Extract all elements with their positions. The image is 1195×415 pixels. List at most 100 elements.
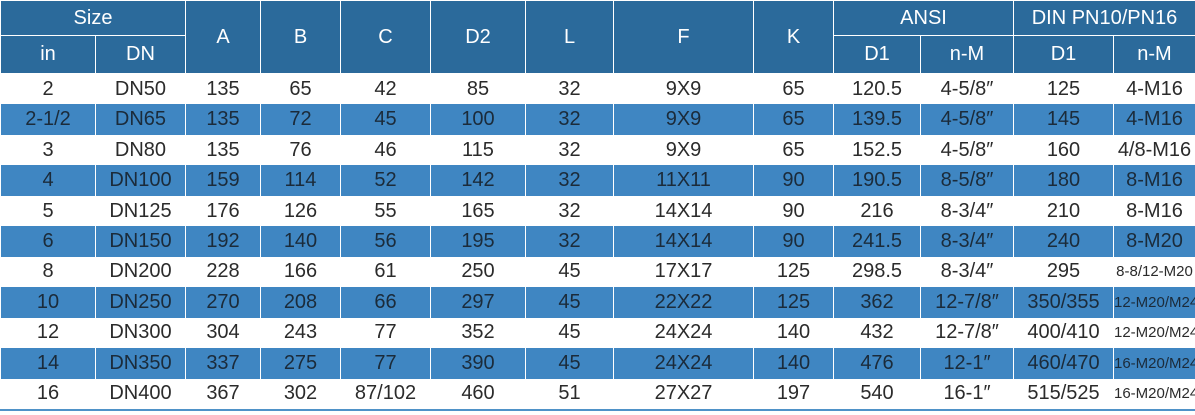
cell-ansi-d1: 190.5 xyxy=(833,165,921,196)
cell-ansi-nm: 8-3/4″ xyxy=(920,195,1014,227)
cell-din-nm: 8-M16 xyxy=(1113,195,1195,227)
header-ansi-nm: n-M xyxy=(920,35,1014,74)
cell-dn: DN65 xyxy=(95,104,186,135)
cell-ansi-d1: 362 xyxy=(833,287,921,318)
cell-a: 135 xyxy=(185,73,261,105)
cell-c: 77 xyxy=(340,317,431,349)
cell-c: 66 xyxy=(340,287,431,318)
cell-ansi-d1: 241.5 xyxy=(833,226,921,257)
cell-ansi-d1: 152.5 xyxy=(833,134,921,166)
cell-d2: 250 xyxy=(430,256,526,288)
cell-dn: DN80 xyxy=(95,134,186,166)
cell-d2: 165 xyxy=(430,195,526,227)
cell-in: 10 xyxy=(0,287,96,318)
cell-ansi-nm: 12-7/8″ xyxy=(920,287,1014,318)
cell-k: 125 xyxy=(753,287,834,318)
cell-l: 32 xyxy=(525,165,614,196)
table-row: 8 DN200 228 166 61 250 45 17X17 125 298.… xyxy=(0,256,1195,288)
cell-k: 90 xyxy=(753,195,834,227)
table-row: 6 DN150 192 140 56 195 32 14X14 90 241.5… xyxy=(0,226,1195,257)
cell-din-nm: 16-M20/M24 xyxy=(1113,378,1195,409)
cell-din-d1: 295 xyxy=(1013,256,1114,288)
cell-in: 8 xyxy=(0,256,96,288)
cell-d2: 100 xyxy=(430,104,526,135)
cell-c: 45 xyxy=(340,104,431,135)
cell-f: 27X27 xyxy=(613,378,754,409)
cell-din-d1: 460/470 xyxy=(1013,348,1114,379)
cell-in: 2-1/2 xyxy=(0,104,96,135)
cell-ansi-d1: 216 xyxy=(833,195,921,227)
table-row: 2 DN50 135 65 42 85 32 9X9 65 120.5 4-5/… xyxy=(0,73,1195,105)
cell-ansi-nm: 12-1″ xyxy=(920,348,1014,379)
cell-ansi-nm: 4-5/8″ xyxy=(920,104,1014,135)
cell-f: 9X9 xyxy=(613,73,754,105)
header-d2: D2 xyxy=(430,0,526,74)
cell-din-d1: 180 xyxy=(1013,165,1114,196)
cell-in: 16 xyxy=(0,378,96,409)
cell-din-nm: 4-M16 xyxy=(1113,73,1195,105)
cell-l: 45 xyxy=(525,287,614,318)
cell-k: 140 xyxy=(753,317,834,349)
cell-b: 302 xyxy=(260,378,341,409)
cell-f: 24X24 xyxy=(613,317,754,349)
cell-ansi-d1: 120.5 xyxy=(833,73,921,105)
header-k: K xyxy=(753,0,834,74)
cell-din-nm: 8-8/12-M20 xyxy=(1113,256,1195,288)
cell-din-nm: 8-M20 xyxy=(1113,226,1195,257)
cell-din-nm: 16-M20/M24 xyxy=(1113,348,1195,379)
cell-din-d1: 515/525 xyxy=(1013,378,1114,409)
cell-k: 90 xyxy=(753,226,834,257)
cell-din-nm: 4/8-M16 xyxy=(1113,134,1195,166)
header-dn: DN xyxy=(95,35,186,74)
cell-a: 192 xyxy=(185,226,261,257)
table-bottom-rule xyxy=(0,409,1195,411)
cell-ansi-nm: 4-5/8″ xyxy=(920,73,1014,105)
cell-b: 140 xyxy=(260,226,341,257)
cell-dn: DN400 xyxy=(95,378,186,409)
cell-b: 114 xyxy=(260,165,341,196)
cell-k: 125 xyxy=(753,256,834,288)
cell-b: 166 xyxy=(260,256,341,288)
cell-din-d1: 145 xyxy=(1013,104,1114,135)
cell-dn: DN100 xyxy=(95,165,186,196)
cell-k: 90 xyxy=(753,165,834,196)
table-row: 14 DN350 337 275 77 390 45 24X24 140 476… xyxy=(0,348,1195,379)
cell-in: 3 xyxy=(0,134,96,166)
cell-c: 46 xyxy=(340,134,431,166)
cell-k: 65 xyxy=(753,134,834,166)
cell-ansi-nm: 8-3/4″ xyxy=(920,256,1014,288)
cell-c: 87/102 xyxy=(340,378,431,409)
cell-f: 9X9 xyxy=(613,104,754,135)
cell-l: 32 xyxy=(525,104,614,135)
table-body: 2 DN50 135 65 42 85 32 9X9 65 120.5 4-5/… xyxy=(0,73,1195,409)
table-row: 4 DN100 159 114 52 142 32 11X11 90 190.5… xyxy=(0,165,1195,196)
cell-l: 45 xyxy=(525,348,614,379)
cell-din-nm: 12-M20/M24 xyxy=(1113,317,1195,349)
cell-ansi-nm: 4-5/8″ xyxy=(920,134,1014,166)
header-l: L xyxy=(525,0,614,74)
cell-b: 126 xyxy=(260,195,341,227)
table-row: 12 DN300 304 243 77 352 45 24X24 140 432… xyxy=(0,317,1195,349)
cell-din-d1: 160 xyxy=(1013,134,1114,166)
cell-k: 140 xyxy=(753,348,834,379)
cell-din-nm: 8-M16 xyxy=(1113,165,1195,196)
cell-f: 22X22 xyxy=(613,287,754,318)
cell-ansi-nm: 8-5/8″ xyxy=(920,165,1014,196)
cell-dn: DN125 xyxy=(95,195,186,227)
cell-ansi-d1: 432 xyxy=(833,317,921,349)
cell-b: 65 xyxy=(260,73,341,105)
table-header: Size A B C D2 L F K ANSI DIN PN10/PN16 i… xyxy=(0,0,1195,74)
cell-d2: 460 xyxy=(430,378,526,409)
table-row: 3 DN80 135 76 46 115 32 9X9 65 152.5 4-5… xyxy=(0,134,1195,166)
cell-dn: DN300 xyxy=(95,317,186,349)
cell-a: 367 xyxy=(185,378,261,409)
cell-dn: DN350 xyxy=(95,348,186,379)
cell-l: 32 xyxy=(525,134,614,166)
cell-in: 12 xyxy=(0,317,96,349)
cell-f: 9X9 xyxy=(613,134,754,166)
cell-d2: 85 xyxy=(430,73,526,105)
cell-ansi-d1: 540 xyxy=(833,378,921,409)
cell-f: 11X11 xyxy=(613,165,754,196)
cell-l: 32 xyxy=(525,226,614,257)
